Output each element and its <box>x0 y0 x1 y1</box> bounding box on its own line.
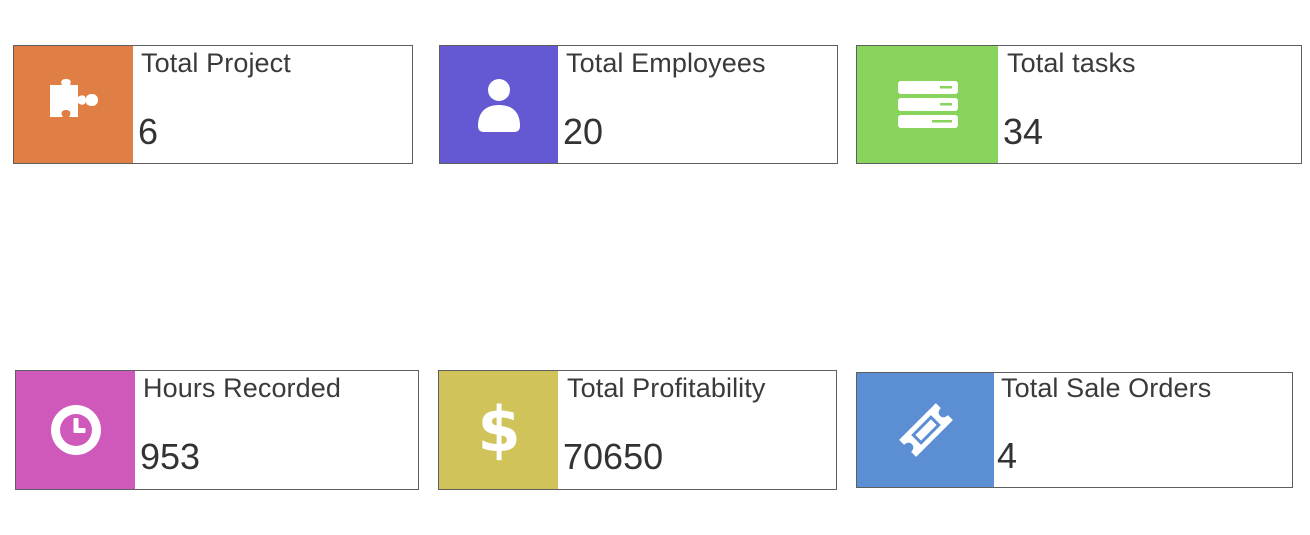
card-body: Total Profitability 70650 <box>558 371 836 489</box>
card-value: 6 <box>138 111 159 152</box>
total-sale-orders-card[interactable]: Total Sale Orders 4 <box>856 372 1293 488</box>
icon-tile <box>857 46 998 163</box>
card-body: Total Sale Orders 4 <box>994 373 1292 487</box>
card-value: 70650 <box>563 436 664 477</box>
card-label: Total Employees <box>566 48 766 78</box>
card-body: Total Project 6 <box>133 46 412 163</box>
user-icon <box>476 78 522 132</box>
total-project-card[interactable]: Total Project 6 <box>13 45 413 164</box>
card-label: Total Project <box>141 48 291 78</box>
server-list-icon <box>897 80 958 129</box>
total-profitability-card[interactable]: $ Total Profitability 70650 <box>438 370 837 490</box>
card-body: Total Employees 20 <box>558 46 837 163</box>
icon-tile <box>857 373 994 487</box>
icon-tile <box>14 46 133 163</box>
clock-icon <box>50 404 102 456</box>
card-label: Total tasks <box>1007 48 1136 78</box>
puzzle-piece-icon <box>46 78 102 131</box>
card-value: 34 <box>1003 111 1044 152</box>
icon-tile <box>16 371 135 489</box>
card-value: 4 <box>997 435 1018 476</box>
card-value: 20 <box>563 111 604 152</box>
card-body: Total tasks 34 <box>998 46 1301 163</box>
dollar-icon: $ <box>479 397 519 463</box>
card-body: Hours Recorded 953 <box>135 371 418 489</box>
card-label: Total Profitability <box>567 373 766 403</box>
icon-tile: $ <box>439 371 558 489</box>
card-label: Hours Recorded <box>143 373 341 403</box>
card-label: Total Sale Orders <box>1001 373 1212 403</box>
ticket-icon <box>894 398 958 462</box>
icon-tile <box>440 46 558 163</box>
total-employees-card[interactable]: Total Employees 20 <box>439 45 838 164</box>
hours-recorded-card[interactable]: Hours Recorded 953 <box>15 370 419 490</box>
total-tasks-card[interactable]: Total tasks 34 <box>856 45 1302 164</box>
svg-text:$: $ <box>479 397 519 463</box>
card-value: 953 <box>140 436 201 477</box>
